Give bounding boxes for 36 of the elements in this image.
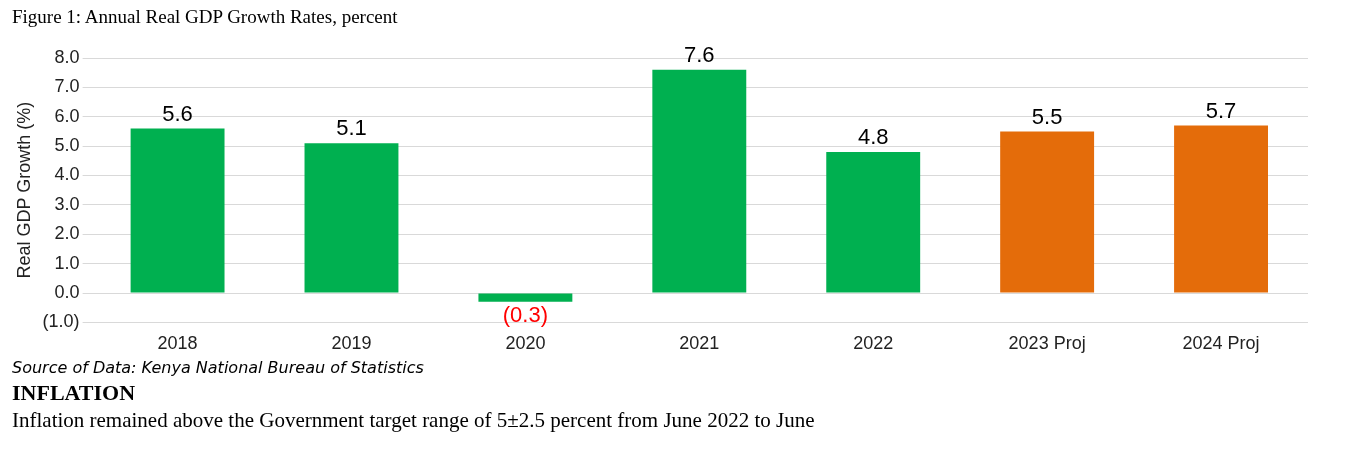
y-tick-label: 8.0	[54, 46, 80, 67]
bar	[478, 293, 573, 302]
bar	[1174, 125, 1268, 293]
y-tick-label: 6.0	[54, 105, 80, 126]
y-tick-label: 3.0	[54, 193, 80, 214]
chart-title: Figure 1: Annual Real GDP Growth Rates, percent	[11, 5, 399, 28]
source-note: Source of Data: Kenya National Bureau of Statistics	[11, 358, 425, 379]
x-tick-label: 2021	[679, 333, 720, 354]
data-label: 5.5	[1031, 103, 1063, 129]
text: INFLATION	[11, 380, 137, 407]
x-tick-label: 2019	[331, 333, 372, 354]
bar	[130, 128, 225, 293]
bar	[304, 143, 399, 293]
data-label: (0.3)	[502, 301, 549, 327]
bar	[826, 152, 921, 293]
data-label: 5.7	[1205, 97, 1237, 123]
y-tick-label: 7.0	[54, 76, 80, 97]
data-label: 4.8	[857, 124, 889, 150]
x-tick-label: 2020	[505, 333, 546, 354]
x-tick-label: 2018	[157, 333, 198, 354]
y-tick-label: 0.0	[54, 281, 80, 302]
y-tick-label: 2.0	[54, 223, 80, 244]
bar	[652, 69, 747, 293]
y-tick-label: 5.0	[54, 135, 80, 156]
x-tick-label: 2023 Proj	[1008, 333, 1086, 354]
y-tick-label: (1.0)	[42, 311, 80, 332]
x-tick-label: 2024 Proj	[1182, 333, 1260, 354]
x-tick-label: 2022	[853, 333, 894, 354]
y-tick-label: 1.0	[54, 252, 80, 273]
data-label: 5.6	[162, 100, 193, 126]
data-label: 7.6	[684, 41, 715, 67]
text: Inflation remained above the Government target range of 5±2.5 percent from June 2022 to June	[11, 408, 816, 433]
y-axis-title: Real GDP Growth (%)	[13, 101, 34, 279]
y-tick-label: 4.0	[54, 164, 80, 185]
data-label: 5.1	[336, 115, 367, 141]
bar	[1000, 131, 1095, 293]
